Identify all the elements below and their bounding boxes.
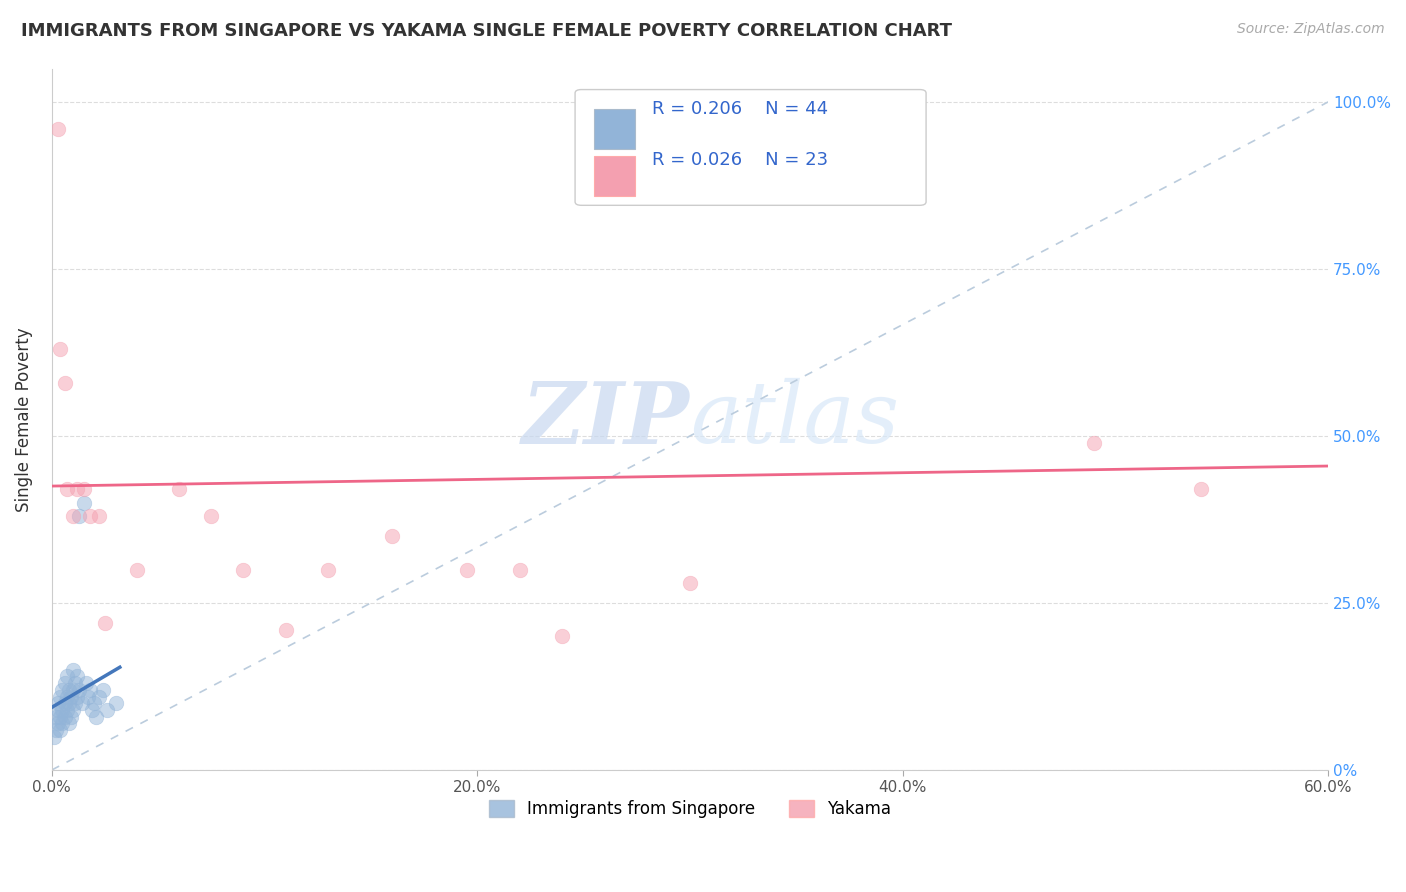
Point	[55, 703, 77, 717]
Point	[200, 509, 222, 524]
Point	[551, 629, 574, 643]
FancyBboxPatch shape	[575, 89, 927, 205]
Point	[42, 730, 65, 744]
Point	[456, 563, 478, 577]
Point	[1189, 483, 1212, 497]
Point	[91, 682, 114, 697]
FancyBboxPatch shape	[595, 155, 636, 196]
Point	[49, 342, 72, 356]
Point	[49, 723, 72, 737]
Point	[87, 690, 110, 704]
Point	[62, 663, 84, 677]
Point	[94, 615, 117, 630]
Text: Source: ZipAtlas.com: Source: ZipAtlas.com	[1237, 22, 1385, 37]
Point	[67, 682, 90, 697]
Point	[62, 703, 84, 717]
Point	[55, 690, 77, 704]
Point	[73, 483, 96, 497]
Point	[66, 483, 89, 497]
Legend: Immigrants from Singapore, Yakama: Immigrants from Singapore, Yakama	[482, 793, 897, 825]
Point	[77, 690, 100, 704]
Point	[46, 121, 69, 136]
Point	[82, 703, 104, 717]
Point	[58, 716, 80, 731]
Text: atlas: atlas	[690, 378, 898, 460]
Point	[53, 376, 76, 390]
Text: R = 0.026    N = 23: R = 0.026 N = 23	[651, 151, 828, 169]
Text: IMMIGRANTS FROM SINGAPORE VS YAKAMA SINGLE FEMALE POVERTY CORRELATION CHART: IMMIGRANTS FROM SINGAPORE VS YAKAMA SING…	[21, 22, 952, 40]
Point	[66, 669, 89, 683]
Point	[73, 496, 96, 510]
Point	[87, 509, 110, 524]
Point	[55, 483, 77, 497]
Point	[49, 690, 72, 704]
Point	[51, 682, 73, 697]
Point	[46, 696, 69, 710]
Point	[53, 709, 76, 723]
Point	[274, 623, 297, 637]
Point	[45, 723, 67, 737]
Point	[1083, 435, 1105, 450]
Point	[66, 690, 89, 704]
Point	[62, 509, 84, 524]
Point	[51, 703, 73, 717]
Text: R = 0.206    N = 44: R = 0.206 N = 44	[651, 100, 828, 118]
Point	[58, 696, 80, 710]
Point	[49, 709, 72, 723]
Point	[96, 703, 118, 717]
Point	[316, 563, 339, 577]
Point	[79, 509, 101, 524]
Point	[45, 709, 67, 723]
Point	[63, 696, 86, 710]
Point	[169, 483, 191, 497]
Point	[46, 716, 69, 731]
Point	[58, 682, 80, 697]
Point	[46, 703, 69, 717]
Point	[53, 696, 76, 710]
Text: ZIP: ZIP	[522, 377, 690, 461]
Point	[509, 563, 531, 577]
Point	[679, 576, 702, 591]
Point	[75, 676, 97, 690]
Point	[59, 690, 82, 704]
Point	[67, 509, 90, 524]
Point	[53, 676, 76, 690]
FancyBboxPatch shape	[595, 109, 636, 149]
Point	[62, 682, 84, 697]
Point	[59, 709, 82, 723]
Point	[86, 709, 108, 723]
Point	[83, 696, 105, 710]
Point	[51, 716, 73, 731]
Point	[125, 563, 148, 577]
Y-axis label: Single Female Poverty: Single Female Poverty	[15, 327, 32, 512]
Point	[70, 696, 93, 710]
Point	[232, 563, 254, 577]
Point	[381, 529, 404, 543]
Point	[55, 669, 77, 683]
Point	[79, 682, 101, 697]
Point	[63, 676, 86, 690]
Point	[104, 696, 127, 710]
